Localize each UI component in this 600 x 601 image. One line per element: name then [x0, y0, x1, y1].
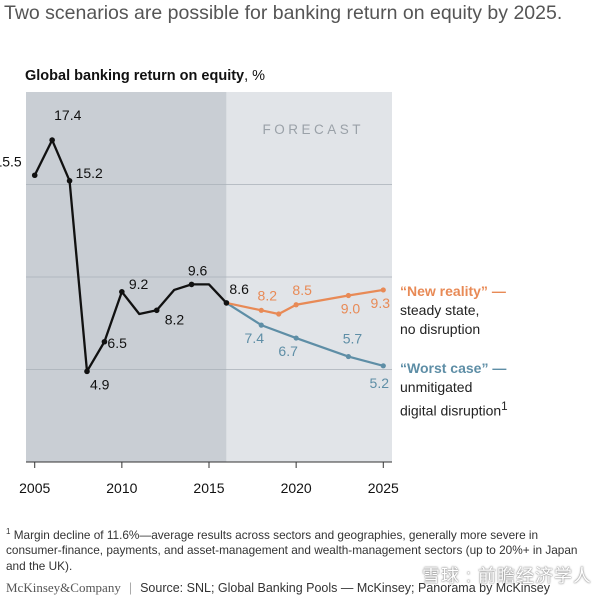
- new-reality-point: [293, 302, 299, 308]
- history-point: [223, 300, 230, 306]
- footer: McKinsey&Company | Source: SNL; Global Ban…: [6, 580, 596, 600]
- new-reality-point: [276, 311, 282, 317]
- forecast-label: FORECAST: [262, 122, 364, 137]
- new-reality-value-label: 9.3: [371, 295, 391, 311]
- new-reality-point: [258, 307, 264, 313]
- legend-new-reality-name: “New reality” —: [400, 283, 506, 299]
- new-reality-value-label: 9.0: [341, 301, 361, 317]
- worst-case-value-label: 5.2: [370, 375, 390, 391]
- series-layer: [31, 137, 386, 375]
- x-tick-label: 2010: [106, 480, 137, 496]
- footnote-mark: 1: [6, 527, 11, 536]
- worst-case-point: [258, 322, 264, 328]
- footer-separator: |: [128, 581, 133, 595]
- worst-case-value-label: 5.7: [343, 331, 363, 347]
- legend-worst-case-desc-1: unmitigated: [400, 379, 473, 395]
- source-text: Source: SNL; Global Banking Pools — McKi…: [140, 581, 550, 595]
- history-value-label: 9.2: [129, 276, 149, 292]
- x-tick-label: 2025: [368, 480, 399, 496]
- history-value-label: 6.5: [107, 335, 127, 351]
- headline: Two scenarios are possible for banking r…: [4, 2, 563, 24]
- worst-case-point: [380, 363, 386, 369]
- footnote-text: Margin decline of 11.6%—average results …: [6, 527, 578, 573]
- x-axis-ticks: 2005 2010 2015 2020 2025: [19, 462, 399, 496]
- history-value-label: 15.5: [0, 153, 22, 169]
- worst-case-point: [345, 353, 352, 360]
- worst-case-value-label: 6.7: [278, 343, 298, 359]
- history-point: [66, 178, 73, 184]
- history-line: [33, 138, 228, 373]
- legend-new-reality: “New reality” — steady state, no disrupt…: [400, 282, 506, 339]
- brand-logo: McKinsey&Company: [6, 580, 121, 595]
- history-value-label: 9.6: [188, 262, 208, 278]
- legend-worst-case-name: “Worst case” —: [400, 360, 507, 376]
- history-point: [119, 289, 125, 295]
- history-value-label: 17.4: [54, 107, 81, 123]
- legend-worst-case: “Worst case” — unmitigated digital disru…: [400, 359, 508, 421]
- footnote-ref: 1: [501, 400, 508, 413]
- history-value-label: 8.2: [165, 311, 185, 327]
- history-value-label: 4.9: [90, 376, 110, 392]
- history-point: [49, 137, 55, 143]
- new-reality-line: [226, 288, 384, 316]
- x-tick-label: 2015: [193, 480, 224, 496]
- worst-case-point: [293, 335, 299, 341]
- data-labels: 15.5 17.4 15.2 4.9 6.5 9.2 8.2 9.6 8.6 8.2 8.5 9.0 9…: [0, 107, 390, 392]
- chart-title-main: Global banking return on equity: [25, 68, 245, 84]
- history-value-label: 15.2: [76, 165, 103, 181]
- history-point: [31, 172, 38, 179]
- new-reality-value-label: 8.5: [292, 282, 312, 298]
- history-point: [101, 338, 108, 345]
- footnote: 1 Margin decline of 11.6%—average result…: [6, 524, 594, 574]
- legend-worst-case-desc-2: digital disruption: [400, 402, 502, 419]
- legend-worst-case-desc-2-wrap: digital disruption1: [400, 397, 508, 421]
- legend-new-reality-desc-1: steady state,: [400, 302, 480, 318]
- chart-title-unit: , %: [244, 68, 266, 84]
- legend-new-reality-desc-2: no disruption: [400, 321, 481, 337]
- history-point: [188, 281, 195, 288]
- x-tick-label: 2020: [281, 480, 312, 496]
- new-reality-point: [380, 287, 386, 293]
- history-value-label: 8.6: [229, 281, 249, 297]
- x-tick-label: 2005: [19, 480, 50, 496]
- chart-title: Global banking return on equity, %: [25, 68, 265, 84]
- history-point: [153, 307, 160, 314]
- new-reality-point: [345, 292, 352, 299]
- watermark: 雪球 : 前瞻经济学人: [421, 566, 592, 586]
- history-point: [84, 368, 90, 375]
- new-reality-value-label: 8.2: [258, 287, 278, 303]
- worst-case-value-label: 7.4: [245, 330, 265, 346]
